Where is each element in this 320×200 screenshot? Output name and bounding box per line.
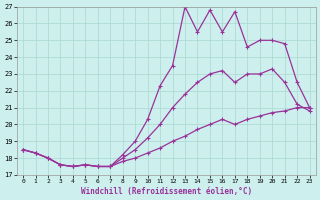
X-axis label: Windchill (Refroidissement éolien,°C): Windchill (Refroidissement éolien,°C): [81, 187, 252, 196]
